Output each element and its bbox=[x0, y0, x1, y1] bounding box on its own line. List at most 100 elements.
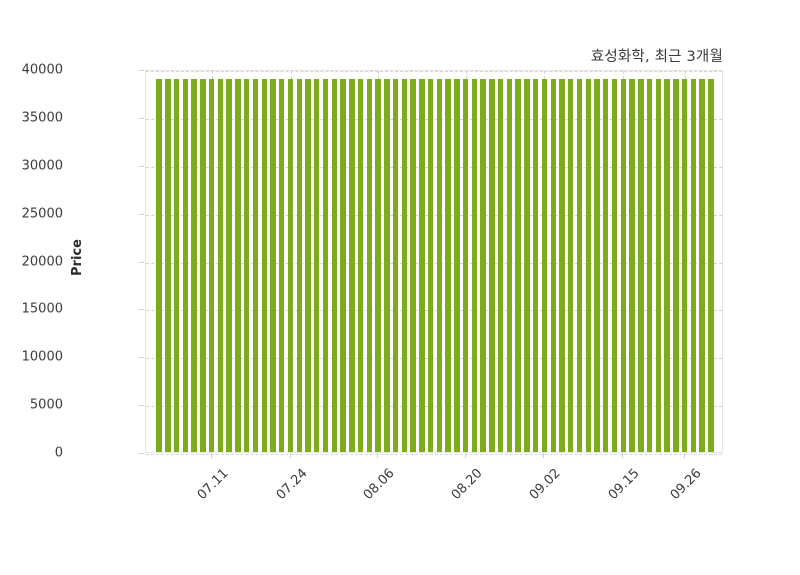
bar bbox=[208, 78, 215, 452]
y-axis-tick-label: 40000 bbox=[21, 62, 63, 78]
bar bbox=[401, 78, 408, 452]
bar bbox=[331, 78, 337, 452]
y-axis-tick-label: 30000 bbox=[21, 158, 63, 174]
bar bbox=[296, 78, 302, 452]
chart-title: 효성화학, 최근 3개월 bbox=[590, 49, 723, 65]
bar bbox=[655, 78, 662, 452]
bar bbox=[515, 78, 521, 452]
bar bbox=[226, 78, 232, 452]
bar bbox=[349, 78, 355, 452]
bar bbox=[287, 78, 294, 452]
bar bbox=[445, 78, 451, 452]
x-axis-tick-mark bbox=[464, 453, 466, 458]
x-axis-tick-label: 09.26 bbox=[667, 466, 705, 503]
bar bbox=[165, 78, 171, 452]
gridline-horizontal bbox=[146, 406, 722, 408]
bar bbox=[314, 78, 320, 452]
x-axis-tick-mark bbox=[622, 453, 624, 458]
bar bbox=[217, 78, 224, 452]
bar bbox=[506, 78, 513, 452]
bar bbox=[322, 78, 329, 452]
x-axis-tick-mark bbox=[377, 453, 379, 458]
y-axis-tick-label: 35000 bbox=[21, 110, 63, 126]
x-axis-tick-mark bbox=[543, 453, 545, 458]
x-axis-tick-label: 07.24 bbox=[273, 466, 311, 503]
bar bbox=[664, 78, 670, 452]
y-axis-tick-mark bbox=[139, 309, 144, 311]
bar bbox=[419, 78, 425, 452]
y-axis-tick-mark bbox=[139, 357, 144, 359]
bar bbox=[261, 78, 267, 452]
x-axis-tick-label: 09.15 bbox=[605, 466, 643, 503]
y-axis-tick-mark bbox=[139, 117, 144, 119]
bar bbox=[699, 78, 705, 452]
bar bbox=[392, 78, 399, 452]
bar bbox=[471, 78, 478, 452]
bar bbox=[375, 78, 381, 452]
gridline-horizontal bbox=[146, 214, 722, 216]
bar bbox=[462, 78, 469, 452]
y-axis-tick-label: 20000 bbox=[21, 254, 63, 269]
y-axis-tick-label: 0 bbox=[54, 445, 63, 461]
bar bbox=[620, 78, 626, 452]
gridline-horizontal bbox=[146, 454, 722, 455]
bar bbox=[550, 78, 556, 452]
bar bbox=[541, 78, 548, 452]
bar bbox=[629, 78, 635, 452]
x-axis-tick-mark bbox=[210, 453, 212, 458]
bar bbox=[646, 78, 653, 452]
bar bbox=[576, 78, 583, 452]
bar bbox=[568, 78, 574, 452]
bar bbox=[357, 78, 364, 452]
bar bbox=[191, 78, 197, 452]
bar bbox=[708, 78, 714, 452]
plot-area bbox=[145, 70, 723, 455]
y-axis-tick-mark bbox=[139, 453, 144, 454]
bar bbox=[270, 78, 276, 452]
bar bbox=[497, 78, 504, 452]
x-axis-tick-label: 08.20 bbox=[448, 466, 486, 503]
bar bbox=[594, 78, 600, 452]
bar bbox=[559, 78, 565, 452]
y-axis-tick-mark bbox=[139, 261, 144, 263]
bar bbox=[340, 78, 346, 452]
y-axis-tick-mark bbox=[139, 165, 144, 167]
gridline-horizontal bbox=[146, 71, 722, 72]
x-axis-tick-label: 07.11 bbox=[194, 466, 232, 503]
y-axis-tick-label: 5000 bbox=[29, 397, 63, 413]
bar bbox=[532, 78, 539, 452]
bar bbox=[279, 78, 285, 452]
bar bbox=[366, 78, 373, 452]
bar bbox=[384, 78, 390, 452]
bar bbox=[182, 78, 189, 452]
bar bbox=[681, 78, 688, 452]
bar bbox=[524, 78, 530, 452]
gridline-horizontal bbox=[146, 262, 722, 264]
bar bbox=[436, 78, 443, 452]
gridline-horizontal bbox=[146, 166, 722, 168]
y-axis-tick-label: 10000 bbox=[21, 349, 63, 365]
gridline-horizontal bbox=[146, 358, 722, 360]
y-axis-tick-mark bbox=[139, 70, 144, 71]
bar-series bbox=[146, 71, 722, 452]
x-axis-tick-label: 09.02 bbox=[527, 466, 565, 503]
y-axis-label: Price bbox=[70, 239, 85, 276]
y-axis-tick-label: 25000 bbox=[21, 206, 63, 222]
bar bbox=[173, 78, 180, 452]
bar bbox=[200, 78, 206, 452]
bar bbox=[243, 78, 250, 452]
y-axis-tick-label: 15000 bbox=[21, 301, 63, 317]
bar bbox=[603, 78, 609, 452]
bar bbox=[673, 78, 679, 452]
bar bbox=[611, 78, 618, 452]
bar bbox=[489, 78, 495, 452]
bar bbox=[410, 78, 416, 452]
bar bbox=[235, 78, 241, 452]
bar bbox=[156, 78, 162, 452]
bar bbox=[427, 78, 434, 452]
bar bbox=[690, 78, 697, 452]
bar bbox=[480, 78, 486, 452]
bar bbox=[252, 78, 259, 452]
gridline-horizontal bbox=[146, 118, 722, 120]
